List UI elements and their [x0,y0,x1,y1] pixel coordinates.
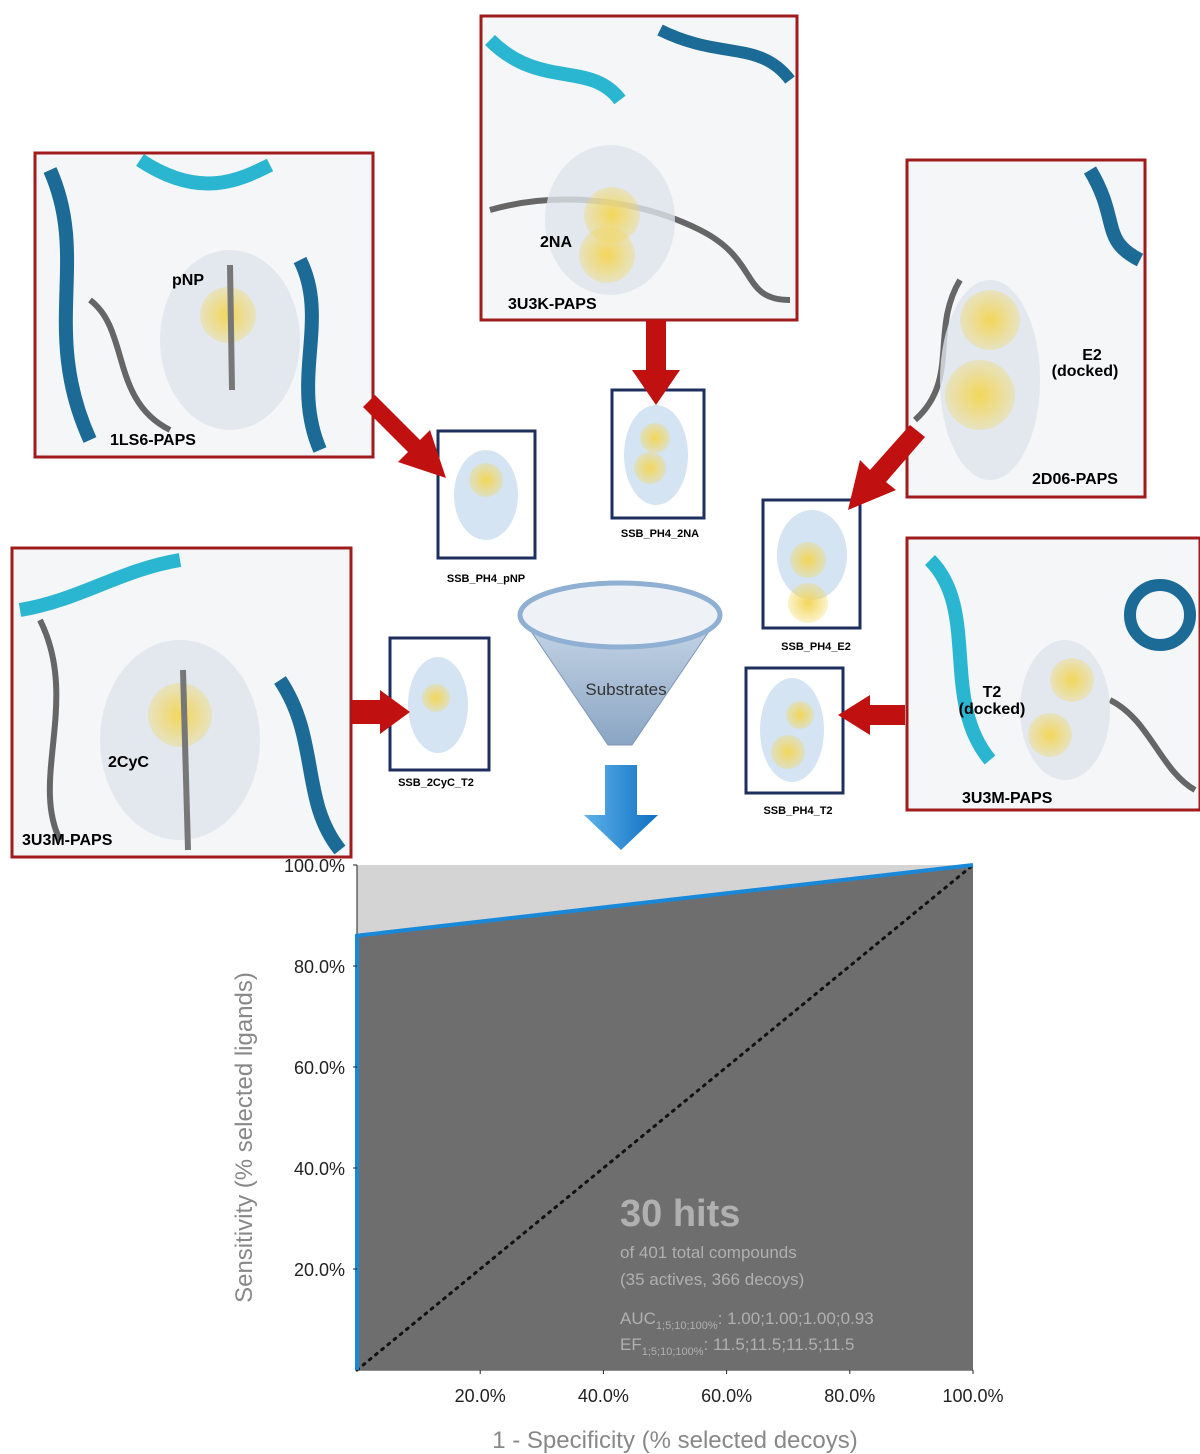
y-tick-label: 80.0% [294,957,345,977]
ligand-label: (docked) [1052,363,1119,380]
funnel: Substrates [520,583,720,745]
pharmacophore-label: SSB_PH4_pNP [447,573,525,585]
y-tick-label: 20.0% [294,1260,345,1280]
ef-sub: 1;5;10;100% [642,1346,704,1358]
ligand-label: pNP [172,272,204,289]
y-tick-label: 40.0% [294,1159,345,1179]
ligand-label: 2NA [540,234,572,251]
y-tick-label: 60.0% [294,1058,345,1078]
pharmacophore: SSB_PH4_2NA [612,390,704,540]
structure-panel: 2NA 3U3K-PAPS [481,16,797,320]
structure-panel: 2CyC 3U3M-PAPS [12,548,351,857]
ligand-label: (docked) [959,701,1026,718]
ligand-label: E2 [1082,347,1102,364]
structure-label: 1LS6-PAPS [110,432,196,449]
auc-sub: 1;5;10;100% [656,1320,718,1332]
page: pNP 1LS6-PAPS 2NA 3U3K-PAPS E2 (docked) … [0,0,1200,1454]
hits: 30 hits [620,1193,740,1235]
total: of 401 total compounds [620,1243,797,1262]
y-tick-label: 100.0% [284,856,345,876]
pharmacophore-label: SSB_PH4_T2 [763,805,832,817]
structure-label: 2D06-PAPS [1032,471,1118,488]
x-tick-label: 60.0% [701,1386,752,1406]
split: (35 actives, 366 decoys) [620,1270,804,1289]
funnel-label: Substrates [585,680,666,699]
auc-name: AUC [620,1309,656,1328]
x-axis-label: 1 - Specificity (% selected decoys) [492,1427,857,1454]
pharmacophore: SSB_PH4_T2 [746,668,843,817]
pharmacophore: SSB_PH4_pNP [438,431,535,585]
y-axis-label: Sensitivity (% selected ligands) [231,972,258,1303]
auc-values: : 1.00;1.00;1.00;0.93 [718,1309,874,1328]
down-arrow [584,765,658,850]
x-tick-label: 40.0% [578,1386,629,1406]
x-tick-label: 20.0% [455,1386,506,1406]
pharmacophore-label: SSB_2CyC_T2 [398,777,474,789]
structure-panel: pNP 1LS6-PAPS [35,153,373,457]
structure-panel: T2 (docked) 3U3M-PAPS [907,538,1200,810]
structure-label: 3U3M-PAPS [962,790,1053,807]
roc-chart: 20.0% 40.0% 60.0% 80.0% 100.0% 20.0% 40.0% 60.0… [231,856,1004,1454]
pharmacophore: SSB_PH4_E2 [763,500,860,653]
ef-name: EF [620,1335,642,1354]
x-tick-label: 80.0% [824,1386,875,1406]
ligand-label: T2 [983,684,1002,701]
pharmacophore-label: SSB_PH4_E2 [781,641,851,653]
ef-values: : 11.5;11.5;11.5;11.5 [704,1335,855,1354]
structure-label: 3U3M-PAPS [22,832,113,849]
x-tick-label: 100.0% [942,1386,1003,1406]
ligand-label: 2CyC [108,754,149,771]
structure-label: 3U3K-PAPS [508,296,597,313]
figure: pNP 1LS6-PAPS 2NA 3U3K-PAPS E2 (docked) … [0,0,1200,1454]
pharmacophore-label: SSB_PH4_2NA [621,528,699,540]
structure-panel: E2 (docked) 2D06-PAPS [907,160,1145,497]
